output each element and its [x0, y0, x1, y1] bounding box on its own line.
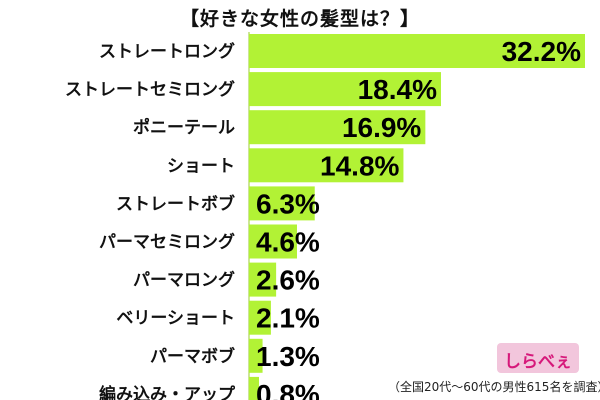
category-label-8: ベリーショート [116, 309, 235, 329]
category-label-2: ストレートセミロング [65, 79, 235, 100]
value-label-6: 4.6% [256, 227, 320, 258]
category-label-9: パーマボブ [150, 346, 235, 367]
value-label-2: 18.4% [358, 74, 437, 105]
value-label-8: 2.1% [256, 303, 320, 334]
shirabee-logo: しらべぇ [497, 343, 579, 373]
bar-8 [249, 300, 271, 335]
survey-footnote: （全国20代〜60代の男性615名を調査） [388, 380, 600, 394]
value-label-10: 0.8% [256, 379, 320, 400]
category-label-5: ストレートボブ [116, 193, 235, 214]
bar-5 [249, 186, 315, 221]
bar-4 [249, 148, 404, 183]
category-label-10: 編み込み・アップ [99, 384, 236, 400]
bar-7 [249, 262, 277, 297]
value-label-1: 32.2% [502, 36, 581, 67]
category-label-6: パーマセミロング [99, 232, 235, 253]
value-label-7: 2.6% [256, 265, 320, 296]
bar-6 [249, 224, 297, 259]
value-label-3: 16.9% [342, 112, 421, 143]
bar-2 [249, 72, 441, 107]
logo-text: しらべぇ [504, 352, 572, 372]
category-label-3: ポニーテール [133, 117, 235, 138]
category-label-1: ストレートロング [99, 41, 235, 62]
chart-title: 【好きな女性の髪型は？】 [179, 8, 420, 30]
bar-3 [249, 110, 426, 145]
category-label-4: ショート [167, 156, 235, 176]
bar-1 [249, 34, 585, 68]
bar-9 [249, 338, 263, 373]
value-label-9: 1.3% [256, 341, 320, 372]
bar-10 [249, 376, 259, 400]
value-label-4: 14.8% [320, 150, 399, 181]
value-label-5: 6.3% [256, 188, 320, 219]
category-label-7: パーマロング [133, 270, 235, 291]
